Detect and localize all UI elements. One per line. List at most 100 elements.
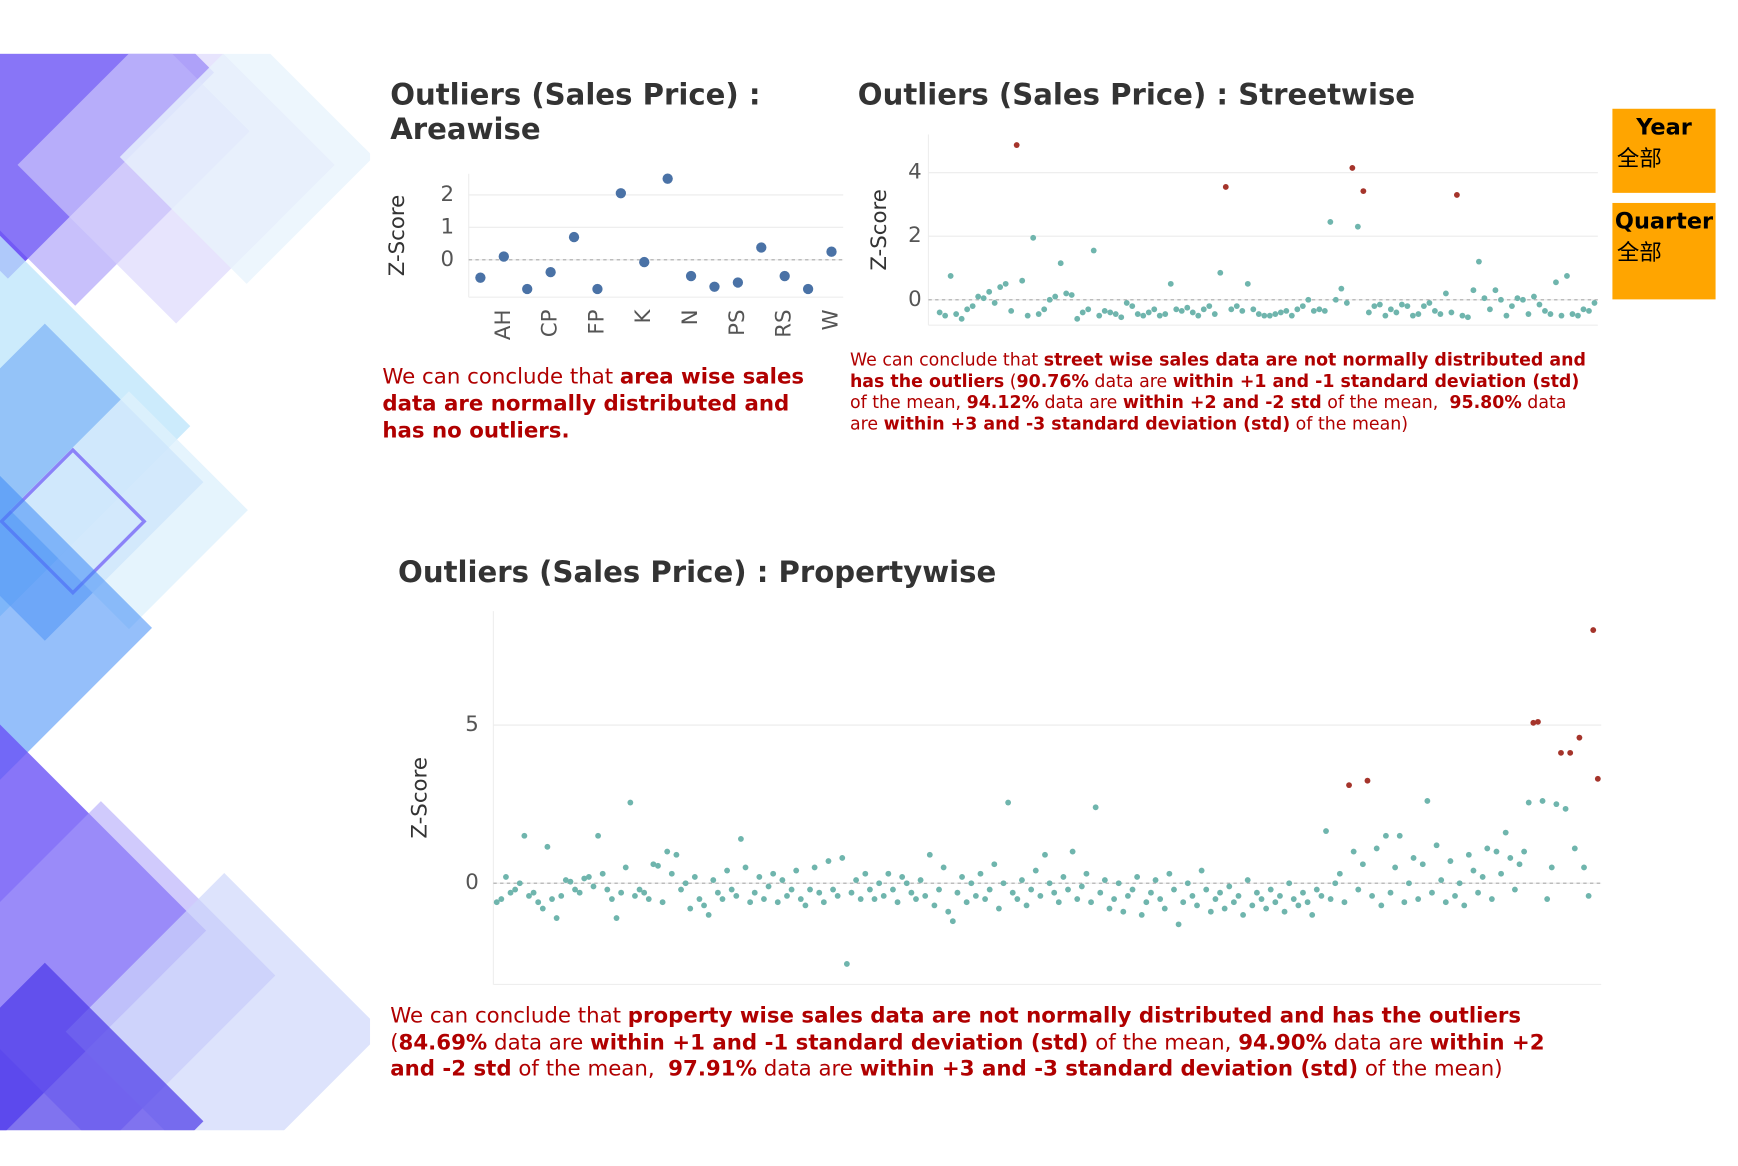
x-tick-label: RS xyxy=(772,309,797,337)
point xyxy=(650,861,657,868)
point xyxy=(977,870,984,877)
point xyxy=(761,896,767,902)
point xyxy=(498,251,509,262)
point xyxy=(1431,307,1438,314)
point xyxy=(1090,247,1097,254)
point xyxy=(1567,749,1574,756)
point xyxy=(1548,864,1555,871)
point xyxy=(756,873,763,880)
point xyxy=(1148,889,1154,896)
point xyxy=(1569,311,1576,317)
point xyxy=(1145,309,1152,316)
y-tick-label: 2 xyxy=(441,182,455,207)
point xyxy=(1369,892,1376,899)
x-tick-label: AH xyxy=(491,309,516,340)
point xyxy=(1404,303,1411,310)
point xyxy=(1447,858,1454,864)
point xyxy=(876,880,883,887)
point xyxy=(664,848,671,855)
point xyxy=(885,870,892,877)
point xyxy=(1398,301,1405,308)
point xyxy=(1442,899,1449,906)
point xyxy=(1514,295,1521,302)
point xyxy=(1255,311,1262,317)
year-filter[interactable]: Year 全部 xyxy=(1612,108,1716,193)
point xyxy=(1438,877,1445,883)
filter-label: Year xyxy=(1636,113,1692,141)
point xyxy=(1338,285,1345,292)
point xyxy=(1041,306,1048,313)
point xyxy=(1536,301,1543,308)
conclusion-text: data are xyxy=(1326,1029,1430,1055)
point xyxy=(1295,902,1302,909)
point xyxy=(691,873,698,880)
point xyxy=(1401,899,1408,906)
conclusion-text: within +1 and -1 standard deviation (std… xyxy=(590,1029,1089,1055)
point xyxy=(641,889,648,896)
point xyxy=(1258,896,1265,902)
point xyxy=(1521,848,1528,855)
x-tick-label: FP xyxy=(584,309,609,334)
point xyxy=(922,892,929,899)
point xyxy=(986,288,993,295)
point xyxy=(779,877,786,883)
point xyxy=(710,877,717,883)
point xyxy=(1387,306,1394,313)
conclusion-text: of the mean) xyxy=(1358,1056,1503,1081)
quarter-filter[interactable]: Quarter 全部 xyxy=(1612,202,1716,300)
point xyxy=(1558,312,1565,319)
point xyxy=(1327,896,1334,902)
point xyxy=(857,896,864,902)
point xyxy=(890,886,896,893)
conclusion-text: area wise sales data are normally distri… xyxy=(382,364,812,443)
point xyxy=(1143,899,1150,906)
point xyxy=(1544,896,1551,902)
conclusion-text: data are xyxy=(1088,371,1173,392)
point xyxy=(639,256,650,268)
filter-value: 全部 xyxy=(1616,238,1662,266)
point xyxy=(1511,886,1518,893)
point xyxy=(1359,861,1366,868)
point xyxy=(1415,311,1422,317)
point xyxy=(1161,905,1168,912)
point xyxy=(1576,734,1583,741)
conclusion: We can conclude that area wise sales dat… xyxy=(382,363,825,444)
point xyxy=(834,892,841,899)
point xyxy=(1341,899,1348,906)
point xyxy=(1189,892,1196,899)
point xyxy=(830,886,836,893)
point xyxy=(1415,896,1422,902)
point xyxy=(1484,845,1491,852)
x-tick-label: PS xyxy=(725,309,750,335)
conclusion-text: within +3 and -3 standard deviation (std… xyxy=(883,413,1291,434)
point xyxy=(1178,307,1185,314)
point xyxy=(991,861,998,868)
point xyxy=(1553,279,1559,286)
point xyxy=(662,173,673,184)
point xyxy=(1263,905,1270,912)
point xyxy=(1124,892,1131,899)
point xyxy=(1250,306,1257,313)
point xyxy=(1580,306,1587,313)
point xyxy=(539,905,546,912)
point xyxy=(1226,883,1233,890)
point xyxy=(1184,304,1191,311)
point xyxy=(1365,309,1372,316)
point xyxy=(862,870,869,877)
point xyxy=(995,905,1002,912)
x-tick-label: N xyxy=(678,309,703,325)
point xyxy=(673,851,680,858)
point xyxy=(980,295,987,302)
point xyxy=(590,883,597,890)
point xyxy=(553,915,560,921)
point xyxy=(1023,902,1030,909)
point xyxy=(1118,314,1125,321)
point xyxy=(1354,223,1361,230)
point xyxy=(1479,873,1486,880)
point xyxy=(1134,873,1141,880)
point xyxy=(1101,877,1108,883)
point xyxy=(975,293,982,300)
point xyxy=(608,896,615,902)
point xyxy=(1481,295,1488,302)
point xyxy=(622,864,629,871)
